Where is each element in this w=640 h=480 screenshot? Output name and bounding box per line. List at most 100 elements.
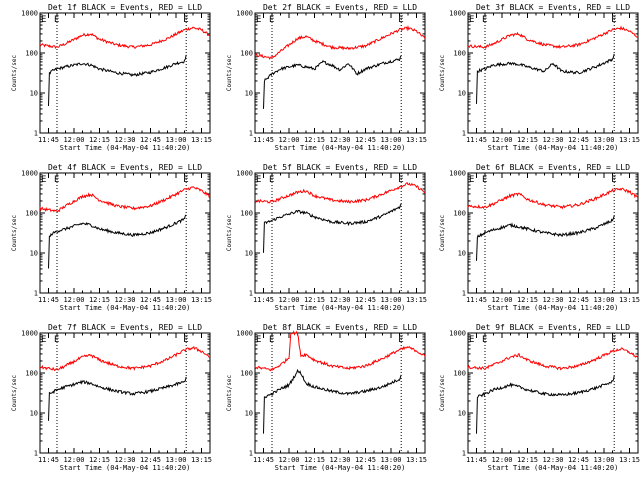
event-marker-label: E	[269, 335, 274, 345]
series-lld-red	[39, 186, 211, 213]
x-axis-label: Start Time (04-May-04 11:40:20)	[275, 304, 406, 312]
panel-3: Det 3f BLACK = Events, RED = LLD 1 10 100 10…	[439, 3, 640, 152]
event-marker-label: E	[256, 175, 261, 185]
y-tick-label: 10	[30, 90, 38, 98]
event-marker-label: E	[611, 175, 616, 185]
x-tick-label: 13:15	[619, 456, 640, 464]
x-tick-label: 12:15	[89, 136, 110, 144]
y-tick-label: 100	[453, 210, 466, 218]
x-tick-label: 12:30	[329, 136, 350, 144]
x-tick-label: 13:15	[191, 136, 212, 144]
event-marker-label: E	[183, 15, 188, 25]
x-tick-label: 12:30	[329, 296, 350, 304]
x-tick-label: 12:15	[517, 136, 538, 144]
x-tick-label: 12:45	[140, 456, 161, 464]
x-tick-label: 12:15	[89, 456, 110, 464]
y-tick-label: 100	[453, 370, 466, 378]
x-tick-label: 12:15	[304, 136, 325, 144]
y-tick-label: 100	[240, 210, 253, 218]
y-tick-label: 1	[249, 450, 253, 458]
x-tick-label: 13:15	[406, 296, 427, 304]
x-tick-label: 12:15	[517, 456, 538, 464]
series-events-black	[48, 376, 187, 421]
event-marker-label: E	[256, 335, 261, 345]
event-marker-label: E	[54, 335, 59, 345]
y-tick-label: 10	[458, 250, 466, 258]
x-tick-label: 12:45	[140, 296, 161, 304]
event-marker-label: E	[398, 335, 403, 345]
y-tick-label: 1000	[449, 330, 466, 338]
y-tick-label: 1	[34, 290, 38, 298]
x-tick-label: 13:00	[593, 296, 614, 304]
x-tick-label: 12:45	[568, 456, 589, 464]
event-marker-label: E	[41, 175, 46, 185]
x-axis-label: Start Time (04-May-04 11:40:20)	[488, 144, 619, 152]
y-tick-label: 100	[25, 210, 38, 218]
plot-frame	[467, 172, 639, 294]
event-marker-label: E	[611, 15, 616, 25]
event-marker-label: E	[269, 15, 274, 25]
x-tick-label: 12:30	[542, 296, 563, 304]
series-events-black	[476, 215, 615, 261]
event-marker-label: E	[183, 335, 188, 345]
y-axis-label: Counts/sec	[439, 55, 446, 92]
chart-title: Det 8f BLACK = Events, RED = LLD	[263, 323, 417, 332]
y-tick-label: 1000	[449, 10, 466, 18]
y-tick-label: 1	[462, 450, 466, 458]
y-tick-label: 100	[240, 50, 253, 58]
series-lld-red	[39, 346, 211, 372]
y-tick-label: 1	[34, 130, 38, 138]
x-tick-label: 12:30	[329, 456, 350, 464]
chart-title: Det 3f BLACK = Events, RED = LLD	[476, 3, 630, 12]
x-tick-label: 13:00	[593, 456, 614, 464]
x-tick-label: 12:00	[278, 456, 299, 464]
series-lld-red	[254, 25, 426, 60]
panel-7: Det 7f BLACK = Events, RED = LLD 1 10 100 10…	[11, 323, 212, 472]
x-tick-label: 11:45	[253, 136, 274, 144]
y-tick-label: 10	[245, 250, 253, 258]
y-axis-label: Counts/sec	[11, 215, 18, 252]
y-tick-label: 10	[30, 250, 38, 258]
x-axis-label: Start Time (04-May-04 11:40:20)	[488, 304, 619, 312]
x-tick-label: 13:00	[380, 456, 401, 464]
x-tick-label: 11:45	[253, 296, 274, 304]
y-tick-label: 1000	[449, 170, 466, 178]
y-axis-label: Counts/sec	[226, 215, 233, 252]
y-axis-label: Counts/sec	[439, 215, 446, 252]
event-marker-label: E	[41, 15, 46, 25]
y-axis-label: Counts/sec	[11, 375, 18, 412]
x-tick-label: 13:00	[165, 296, 186, 304]
x-tick-label: 12:00	[63, 296, 84, 304]
x-tick-label: 11:45	[466, 136, 487, 144]
y-tick-label: 100	[25, 370, 38, 378]
series-lld-red	[467, 187, 639, 210]
series-events-black	[263, 203, 402, 253]
x-tick-label: 13:15	[191, 296, 212, 304]
y-tick-label: 10	[458, 410, 466, 418]
x-tick-label: 12:00	[491, 296, 512, 304]
x-tick-label: 12:15	[517, 296, 538, 304]
x-axis-label: Start Time (04-May-04 11:40:20)	[60, 464, 191, 472]
event-marker-label: E	[482, 15, 487, 25]
series-events-black	[263, 55, 402, 109]
panel-2: Det 2f BLACK = Events, RED = LLD 1 10 100 10…	[226, 3, 427, 152]
chart-title: Det 4f BLACK = Events, RED = LLD	[48, 163, 202, 172]
x-tick-label: 12:30	[542, 136, 563, 144]
x-tick-label: 12:15	[304, 456, 325, 464]
y-tick-label: 1000	[21, 170, 38, 178]
y-tick-label: 10	[245, 90, 253, 98]
x-tick-label: 12:30	[542, 456, 563, 464]
y-axis-label: Counts/sec	[11, 55, 18, 92]
event-marker-label: E	[41, 335, 46, 345]
y-tick-label: 1	[249, 290, 253, 298]
plot-frame	[467, 12, 639, 134]
chart-title: Det 9f BLACK = Events, RED = LLD	[476, 323, 630, 332]
x-tick-label: 12:00	[491, 456, 512, 464]
y-axis-label: Counts/sec	[226, 375, 233, 412]
x-tick-label: 12:45	[568, 296, 589, 304]
event-marker-label: E	[398, 15, 403, 25]
x-axis-label: Start Time (04-May-04 11:40:20)	[488, 464, 619, 472]
panel-6: Det 6f BLACK = Events, RED = LLD 1 10 100 10…	[439, 163, 640, 312]
chart-title: Det 6f BLACK = Events, RED = LLD	[476, 163, 630, 172]
series-lld-red	[467, 25, 639, 50]
